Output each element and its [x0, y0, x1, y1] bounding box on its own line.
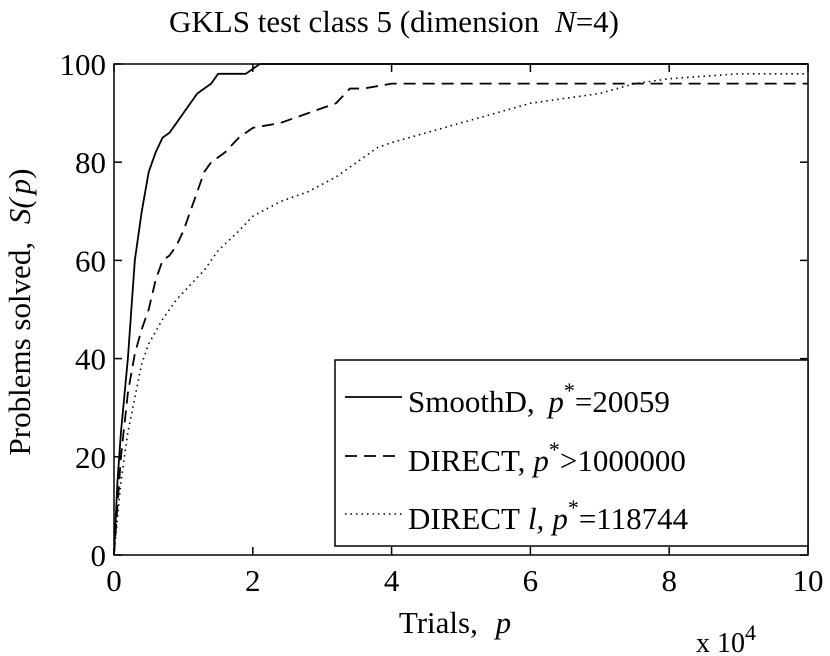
- x-tick-label: 0: [106, 563, 122, 598]
- legend-label-smoothd: SmoothD, p*=20059: [408, 378, 670, 419]
- y-axis-label: Problems solved, S(p): [2, 169, 37, 456]
- x-axis-multiplier: x 104: [696, 620, 756, 656]
- y-tick-label: 60: [75, 243, 106, 278]
- series-line-dotted: [113, 73, 808, 556]
- legend-entry-direct: DIRECT, p*>1000000: [345, 437, 686, 478]
- legend-label-direct-l: DIRECT l, p*=118744: [408, 495, 689, 536]
- x-tick-label: 8: [661, 563, 677, 598]
- legend-entry-smoothd: SmoothD, p*=20059: [345, 378, 670, 419]
- legend-box: [334, 359, 809, 547]
- x-axis-label: Trials, p: [399, 605, 511, 640]
- y-tick-label: 0: [91, 538, 107, 573]
- legend: SmoothD, p*=20059 DIRECT, p*>1000000 DIRE…: [334, 359, 809, 547]
- series-line-solid: [113, 63, 808, 556]
- y-tick-label: 80: [75, 145, 106, 180]
- x-tick-label: 6: [523, 563, 539, 598]
- x-tick-label: 4: [384, 563, 400, 598]
- legend-label-direct: DIRECT, p*>1000000: [408, 437, 686, 478]
- x-tick-label: 2: [245, 563, 261, 598]
- legend-entry-direct-l: DIRECT l, p*=118744: [345, 495, 689, 536]
- series-line-dashed: [113, 82, 808, 556]
- y-tick-label: 40: [75, 342, 106, 377]
- x-tick-label: 10: [793, 563, 824, 598]
- y-tick-label: 20: [75, 440, 106, 475]
- series-lines: [113, 63, 808, 556]
- y-tick-label: 100: [60, 47, 107, 82]
- chart-title: GKLS test class 5 (dimension N=4): [169, 4, 619, 39]
